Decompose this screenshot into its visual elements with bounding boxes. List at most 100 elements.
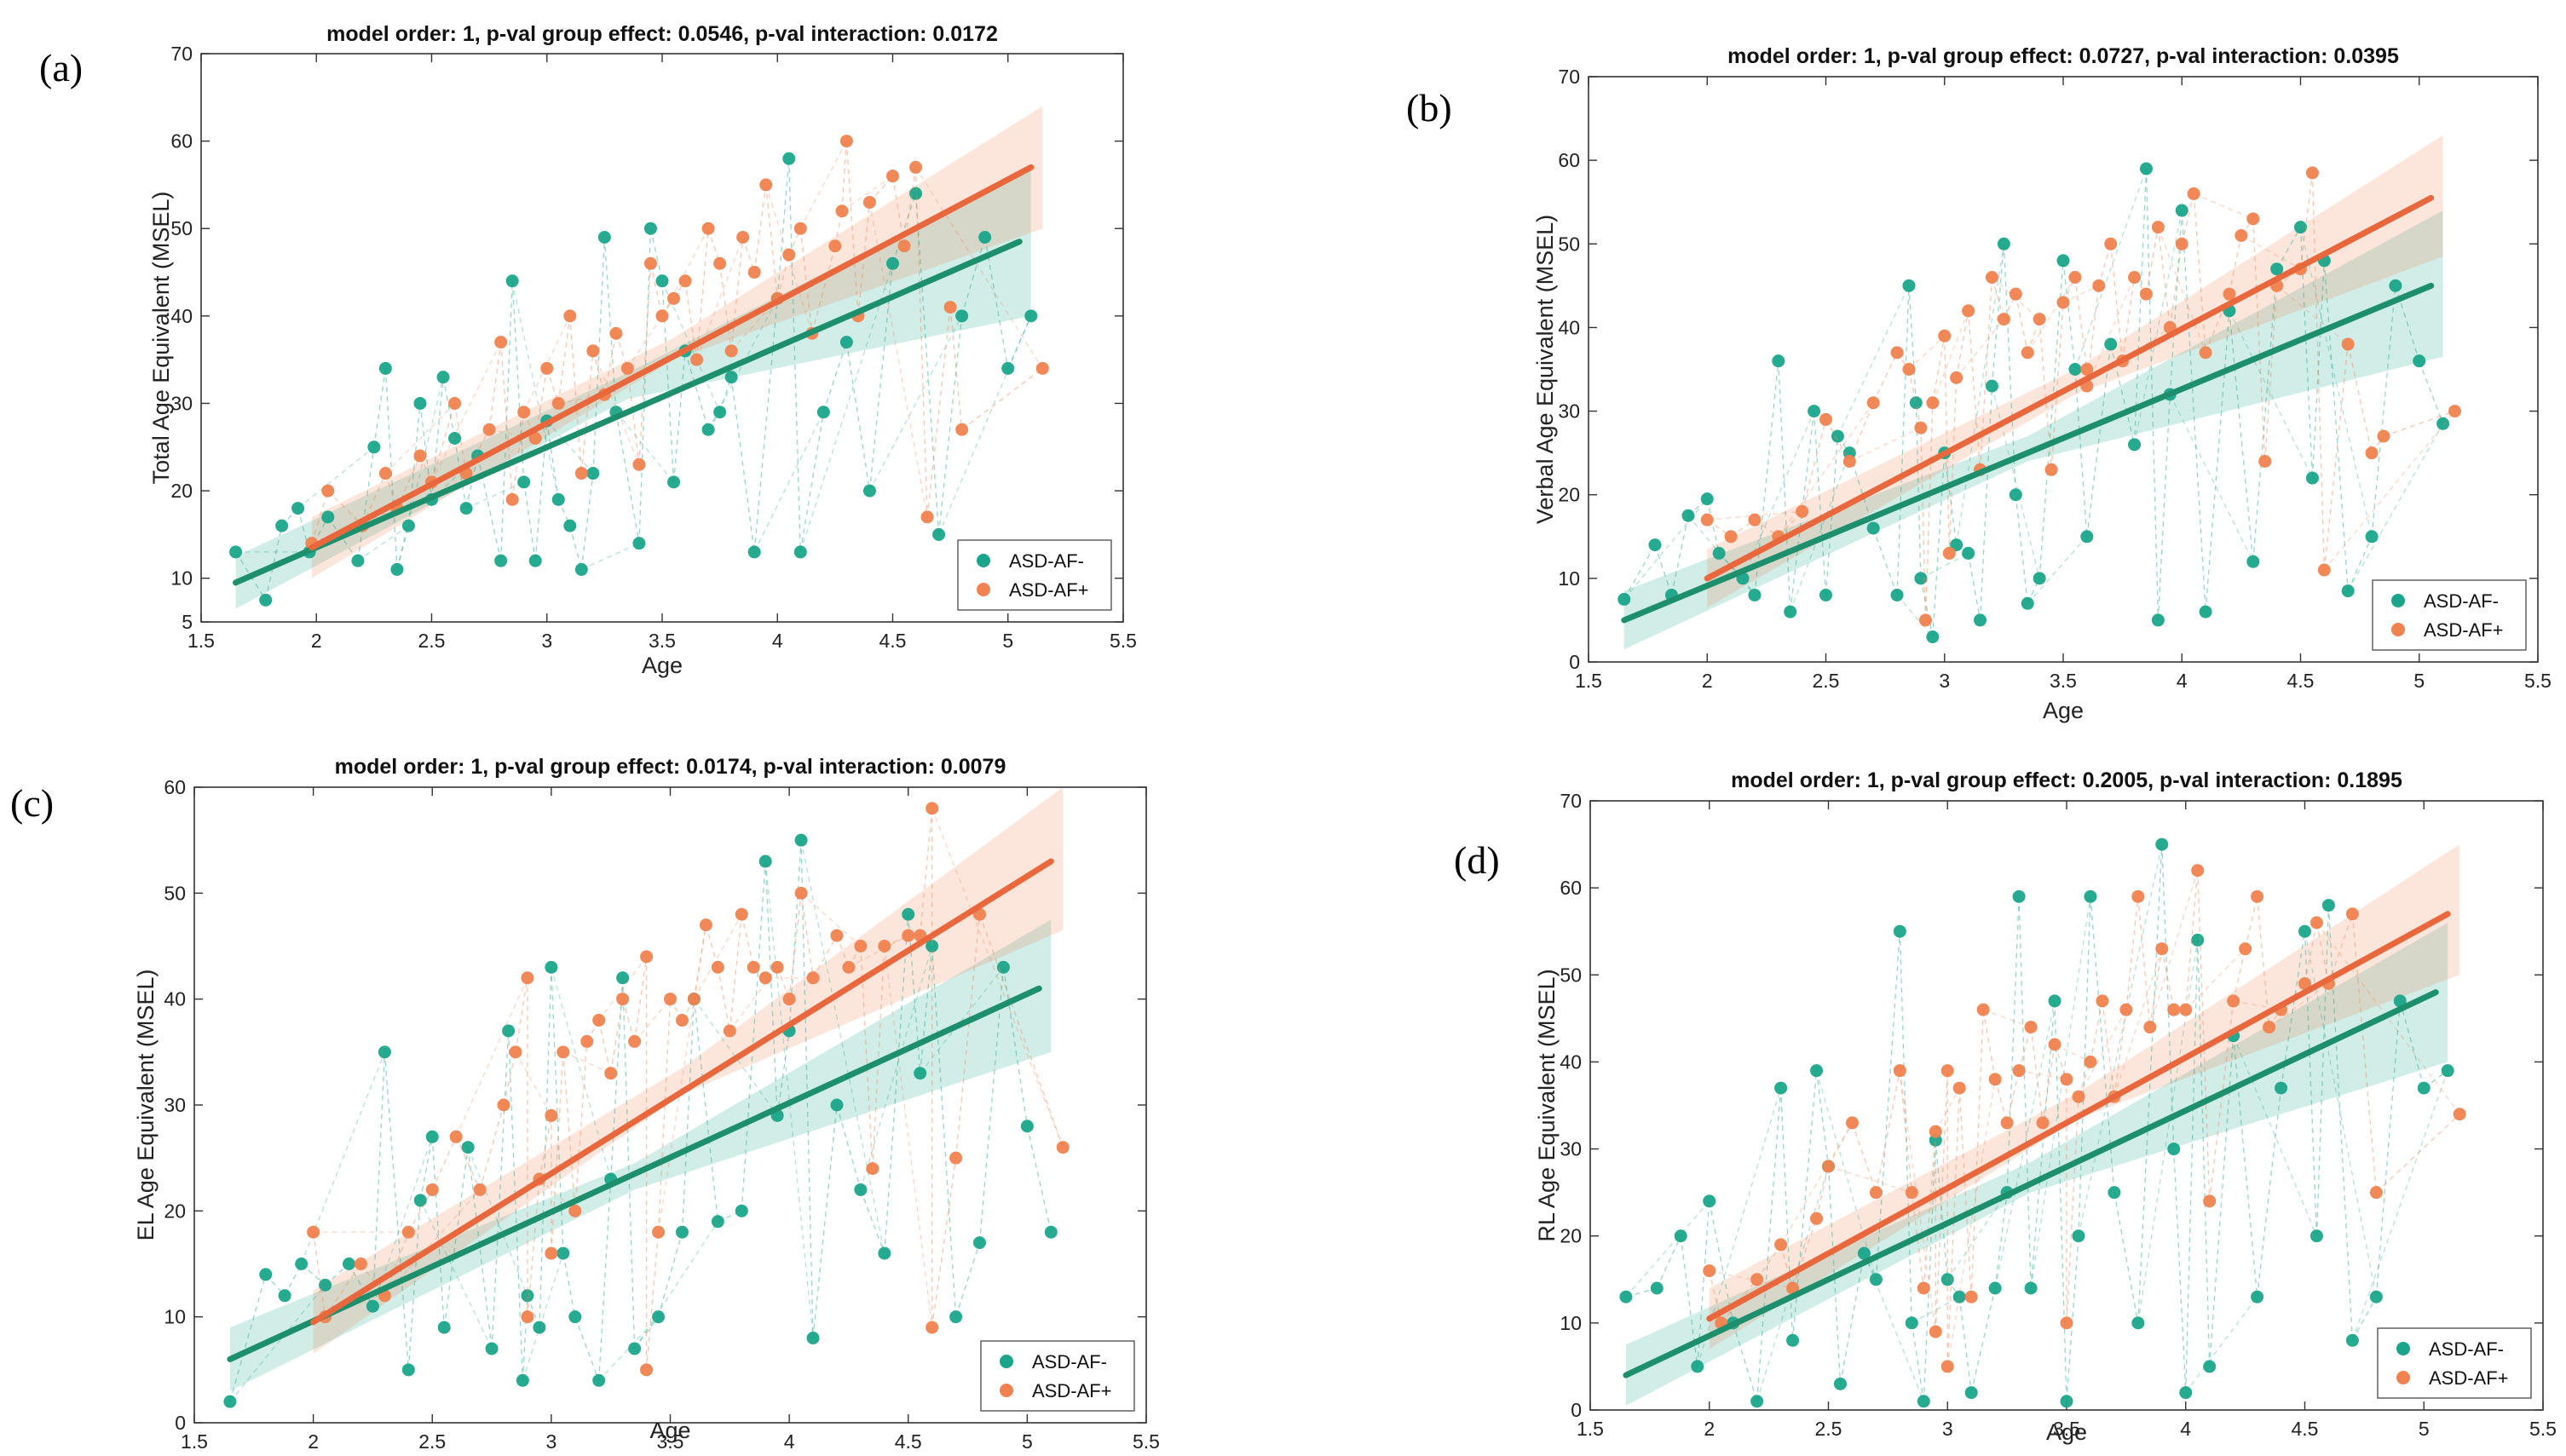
y-tick-label: 10	[1558, 567, 1580, 590]
y-axis-label: Verbal Age Equivalent (MSEL)	[1532, 215, 1558, 524]
data-point-asd-af-minus	[2155, 837, 2169, 851]
trajectory-line-asd-af-plus	[1908, 335, 1946, 370]
trajectory-line-asd-af-minus	[753, 298, 778, 552]
data-point-asd-af-minus	[436, 371, 450, 384]
data-point-asd-af-minus	[1001, 361, 1015, 375]
trajectory-line-asd-af-minus	[546, 420, 559, 500]
data-point-asd-af-minus	[259, 593, 273, 607]
plot-content	[229, 106, 1049, 609]
trajectory-line-asd-af-minus	[2006, 896, 2020, 1193]
data-point-asd-af-plus	[701, 222, 715, 235]
y-tick-label: 50	[1558, 233, 1580, 255]
data-point-asd-af-plus	[2298, 977, 2311, 990]
data-point-asd-af-plus	[2309, 916, 2323, 929]
trajectory-line-asd-af-minus	[2027, 536, 2088, 604]
data-point-asd-af-minus	[2009, 488, 2022, 502]
data-point-asd-af-plus	[1056, 1141, 1070, 1154]
trajectory-line-asd-af-plus	[2193, 193, 2206, 353]
y-tick-label: 30	[1558, 400, 1580, 423]
data-point-asd-af-plus	[830, 929, 844, 942]
trajectory-line-asd-af-plus	[2110, 244, 2124, 361]
chart-panel-3: (c) model order: 1, p-val group effect: 0…	[10, 755, 1160, 1453]
data-point-asd-af-minus	[1748, 588, 1762, 601]
trajectory-line-asd-af-plus	[384, 403, 455, 474]
trajectory-line-asd-af-plus	[1851, 1122, 1877, 1193]
data-point-asd-af-minus	[1988, 1281, 2002, 1295]
trajectory-line-asd-af-plus	[622, 998, 636, 1042]
y-tick-label: 0	[175, 1412, 186, 1434]
trajectory-line-asd-af-minus	[764, 860, 814, 1338]
data-point-asd-af-minus	[1962, 546, 1975, 560]
trajectory-line-asd-af-minus	[2276, 227, 2302, 270]
data-point-asd-af-plus	[1976, 1003, 1990, 1016]
data-point-asd-af-minus	[437, 1321, 451, 1334]
trajectory-line-asd-af-minus	[546, 420, 594, 474]
trajectory-line-asd-af-plus	[730, 237, 744, 351]
trajectory-line-asd-af-plus	[2252, 218, 2266, 462]
data-point-asd-af-minus	[2139, 162, 2153, 176]
trajectory-line-asd-af-plus	[2137, 896, 2151, 1027]
data-point-asd-af-plus	[1842, 454, 1856, 468]
data-point-asd-af-minus	[2033, 572, 2046, 585]
data-point-asd-af-plus	[551, 396, 565, 410]
data-point-asd-af-minus	[461, 1141, 475, 1154]
trajectory-line-asd-af-minus	[2315, 905, 2330, 1236]
trajectory-line-asd-af-plus	[1780, 1122, 1853, 1246]
x-axis-label: Age	[2043, 698, 2084, 723]
chart-panel-2: (b) model order: 1, p-val group effect: 0…	[1406, 44, 2552, 723]
trajectory-line-asd-af-plus	[2030, 1027, 2044, 1124]
trajectory-line-asd-af-minus	[1839, 1253, 1865, 1384]
legend-label: ASD-AF-	[2429, 1338, 2504, 1360]
trajectory-line-asd-af-minus	[634, 1316, 660, 1350]
data-point-asd-af-minus	[1866, 521, 1880, 535]
trajectory-line-asd-af-minus	[2229, 310, 2254, 562]
trajectory-line-asd-af-minus	[2299, 227, 2373, 537]
data-point-asd-af-minus	[909, 187, 923, 200]
trajectory-line-asd-af-minus	[961, 237, 986, 317]
data-point-asd-af-plus	[354, 1257, 367, 1270]
trajectory-line-asd-af-plus	[312, 1232, 326, 1317]
data-point-asd-af-plus	[2246, 212, 2260, 226]
data-point-asd-af-plus	[378, 467, 392, 481]
trajectory-line-asd-af-plus	[603, 333, 617, 395]
y-tick-label: 20	[164, 1200, 186, 1222]
data-point-asd-af-minus	[502, 1024, 516, 1038]
trajectory-line-asd-af-minus	[2304, 931, 2377, 1298]
trajectory-line-asd-af-plus	[1827, 1122, 1854, 1167]
trajectory-line-asd-af-minus	[1813, 411, 1827, 596]
data-point-asd-af-plus	[1985, 271, 1998, 285]
data-point-asd-af-minus	[782, 152, 796, 165]
trajectory-line-asd-af-minus	[2205, 310, 2230, 613]
data-point-asd-af-plus	[747, 266, 761, 279]
y-tick-label: 5	[182, 611, 193, 633]
y-tick-label: 0	[1571, 1399, 1582, 1421]
data-point-asd-af-minus	[2191, 933, 2205, 947]
data-point-asd-af-minus	[2270, 262, 2284, 276]
data-point-asd-af-plus	[839, 135, 853, 148]
data-point-asd-af-minus	[1650, 1281, 1664, 1295]
data-point-asd-af-minus	[2056, 254, 2070, 268]
data-point-asd-af-minus	[229, 545, 243, 559]
trajectory-line-asd-af-plus	[931, 1158, 957, 1328]
trajectory-line-asd-af-minus	[1994, 1000, 2056, 1289]
x-tick-label: 3	[545, 1430, 556, 1453]
plot-content	[223, 787, 1070, 1408]
data-point-asd-af-plus	[854, 940, 868, 952]
legend-box	[957, 539, 1112, 611]
chart-title: model order: 1, p-val group effect: 0.07…	[1727, 44, 2399, 68]
x-tick-label: 3.5	[2050, 670, 2077, 692]
data-point-asd-af-minus	[1914, 572, 1928, 585]
data-point-asd-af-plus	[782, 993, 796, 1006]
trajectory-line-asd-af-minus	[860, 1189, 885, 1254]
trajectory-line-asd-af-minus	[443, 1147, 469, 1328]
trajectory-line-asd-af-minus	[2233, 1035, 2318, 1236]
trajectory-line-asd-af-plus	[1825, 419, 1850, 462]
trajectory-line-asd-af-minus	[1896, 285, 1910, 596]
data-point-asd-af-plus	[586, 344, 600, 358]
data-point-asd-af-plus	[943, 301, 957, 314]
data-point-asd-af-plus	[1964, 1290, 1978, 1303]
data-point-asd-af-minus	[568, 1310, 582, 1324]
trajectory-line-asd-af-plus	[2185, 948, 2246, 1010]
trajectory-line-asd-af-plus	[2240, 234, 2301, 270]
data-point-asd-af-plus	[782, 248, 796, 262]
